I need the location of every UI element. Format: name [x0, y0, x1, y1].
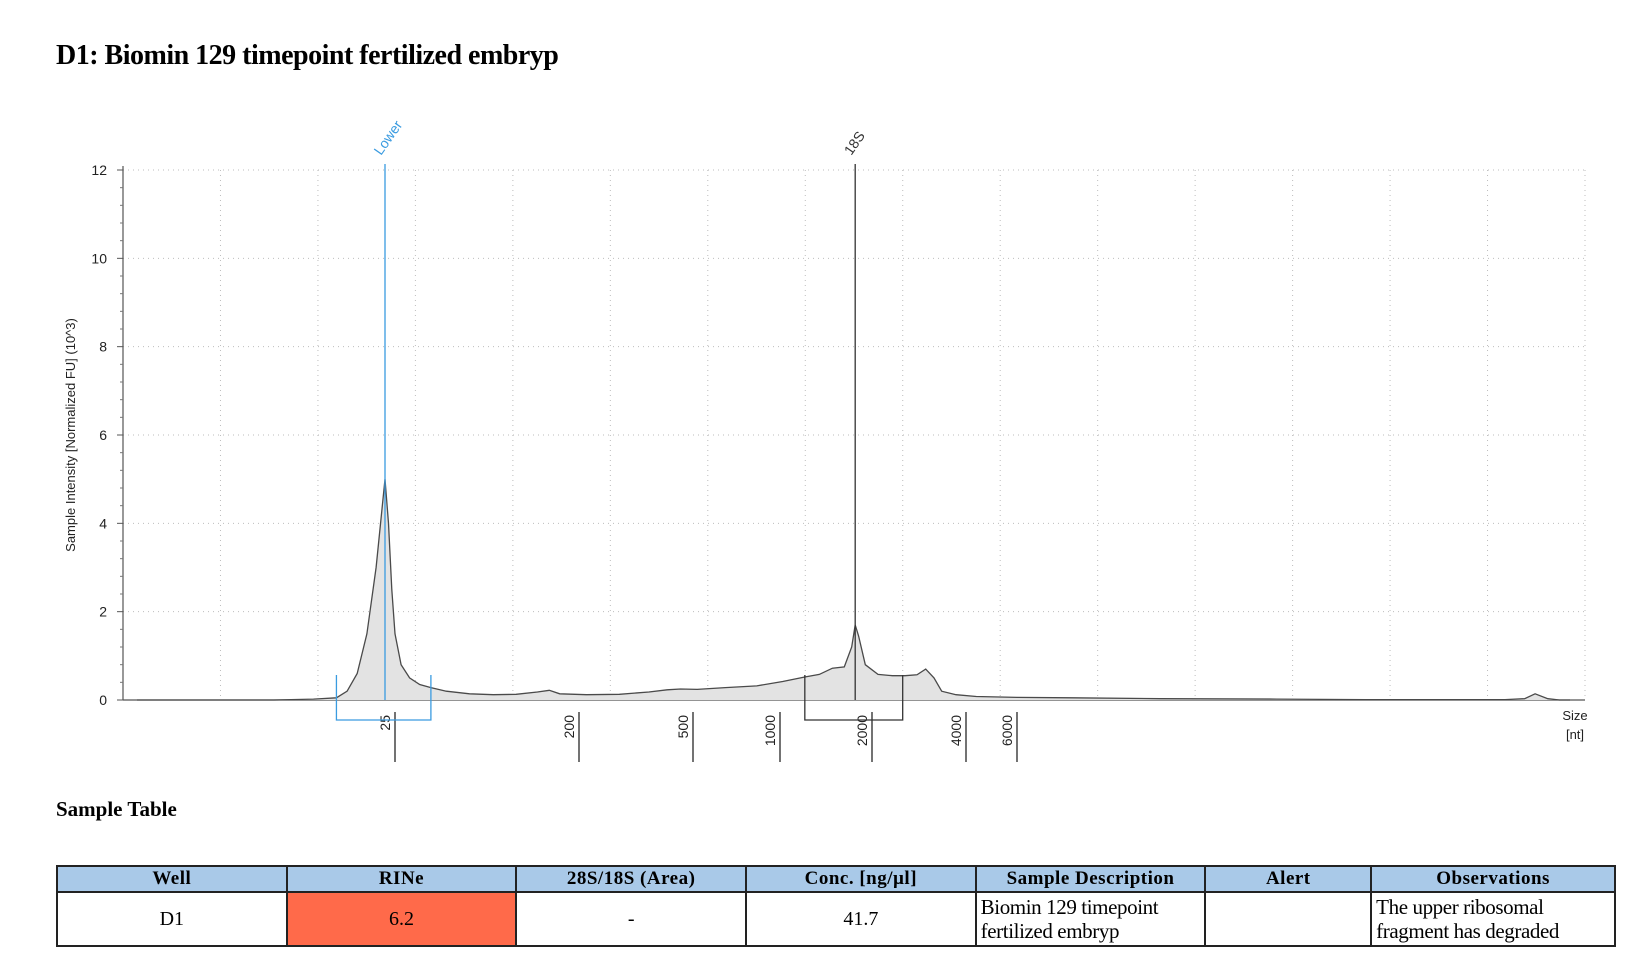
x-axis-unit: [nt]	[1566, 727, 1584, 742]
cell-ratio: -	[515, 891, 747, 947]
cell-well: D1	[56, 891, 288, 947]
header-description: Sample Description	[974, 865, 1207, 893]
y-tick-label: 4	[99, 515, 107, 531]
peak-marker-label: Lower	[370, 117, 405, 158]
y-tick-label: 10	[91, 250, 107, 266]
x-tick-label: 1000	[762, 715, 778, 746]
x-axis-label: Size	[1562, 708, 1587, 723]
x-tick-label: 4000	[948, 715, 964, 746]
header-ratio: 28S/18S (Area)	[515, 865, 747, 893]
report-title: D1: Biomin 129 timepoint fertilized embr…	[56, 40, 559, 71]
header-rine: RINe	[285, 865, 518, 893]
header-conc: Conc. [ng/µl]	[745, 865, 977, 893]
integration-region-1	[335, 675, 432, 721]
cell-rine: 6.2	[285, 891, 518, 947]
x-tick-label: 25	[377, 715, 393, 731]
electropherogram-chart: 0 2 4 6 8 10 12 Sample Intensity [Normalized FU…	[63, 117, 1588, 762]
integration-region-2	[804, 675, 904, 721]
x-tick-label: 500	[675, 715, 691, 739]
header-observations: Observations	[1370, 865, 1616, 893]
y-tick-label: 8	[99, 339, 107, 355]
x-tick-label: 6000	[999, 715, 1015, 746]
peak-marker-label: 18S	[841, 128, 868, 158]
y-tick-label: 12	[91, 162, 107, 178]
header-alert: Alert	[1204, 865, 1373, 893]
cell-observations: The upper ribosomal fragment has degrade…	[1370, 891, 1616, 947]
x-tick-label: 2000	[854, 715, 870, 746]
y-tick-label: 0	[99, 692, 107, 708]
x-tick-label: 200	[561, 715, 577, 739]
sample-table: Well RINe 28S/18S (Area) Conc. [ng/µl] S…	[56, 865, 1616, 947]
table-header-row: Well RINe 28S/18S (Area) Conc. [ng/µl] S…	[56, 865, 1616, 893]
y-tick-label: 6	[99, 427, 107, 443]
table-row: D1 6.2 - 41.7 Biomin 129 timepoint ferti…	[56, 891, 1616, 947]
cell-description: Biomin 129 timepoint fertilized embryp	[974, 891, 1207, 947]
sample-table-title: Sample Table	[56, 797, 177, 821]
y-axis-label: Sample Intensity [Normalized FU] (10^3)	[63, 318, 78, 552]
y-tick-label: 2	[99, 604, 107, 620]
trace-area	[137, 479, 1570, 700]
trace-line	[137, 479, 1570, 701]
cell-alert	[1204, 891, 1373, 947]
cell-conc: 41.7	[745, 891, 977, 947]
header-well: Well	[56, 865, 288, 893]
